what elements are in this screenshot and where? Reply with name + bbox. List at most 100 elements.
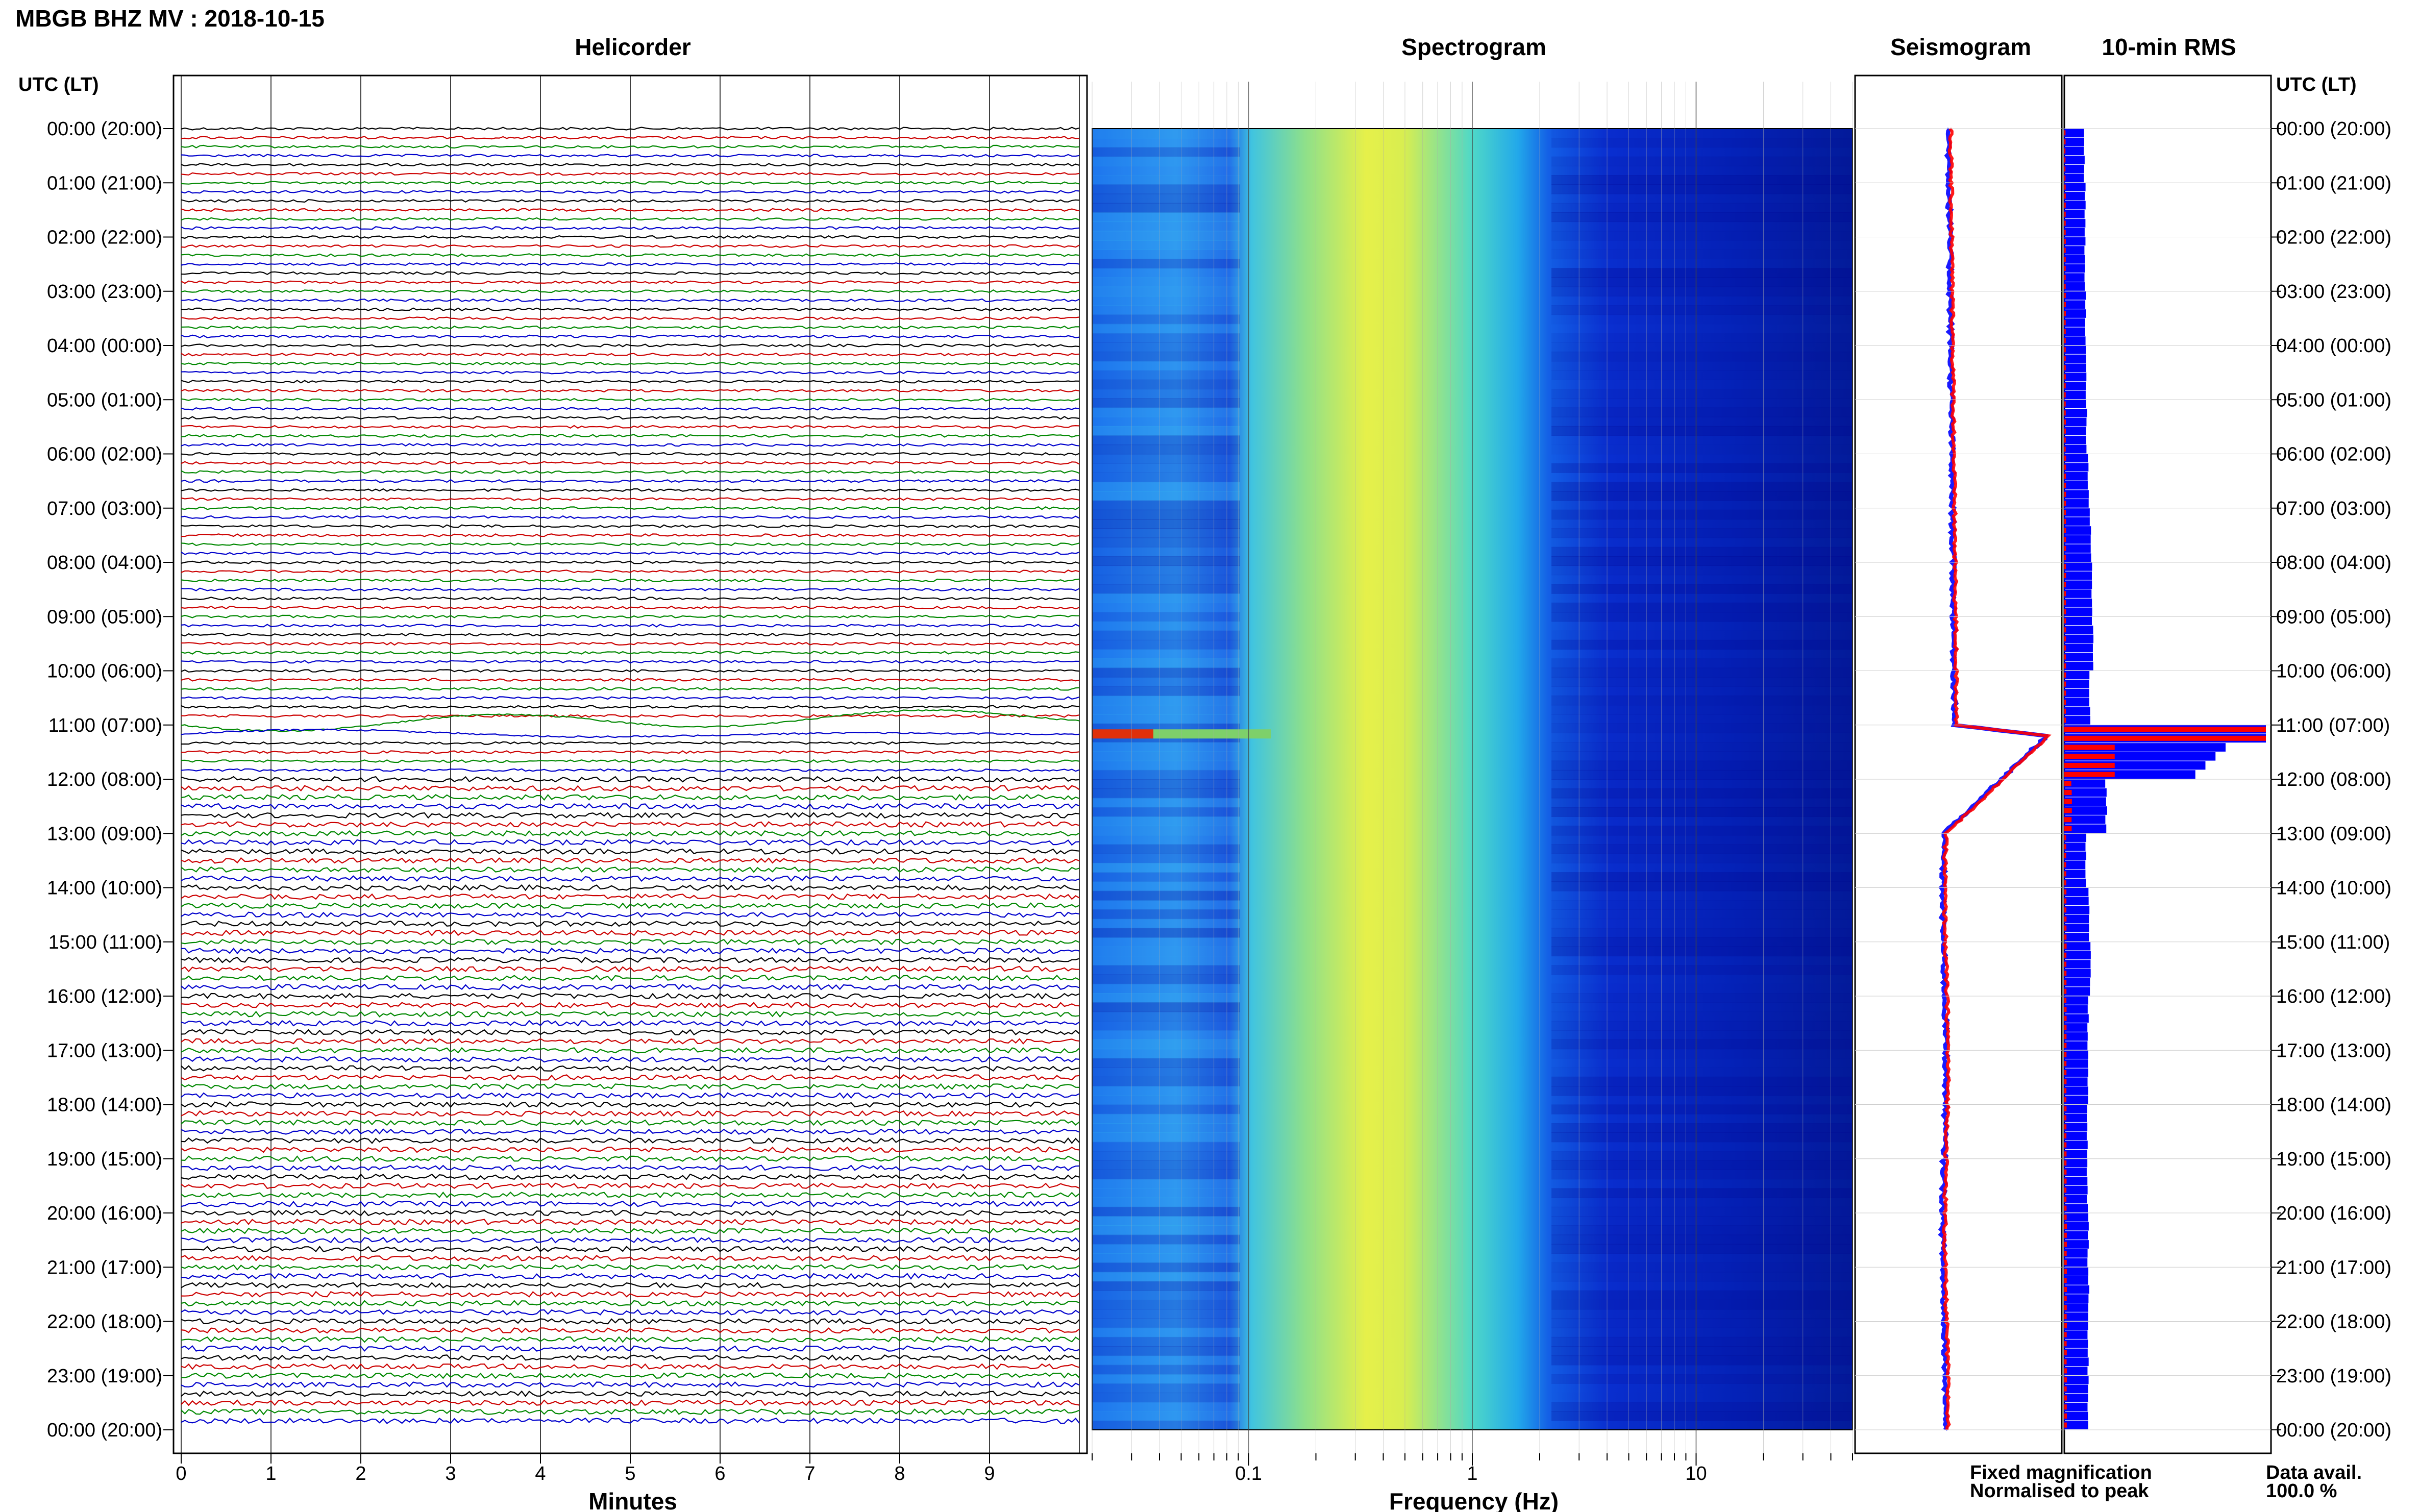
helicorder-trace (181, 560, 1080, 564)
helicorder-trace (181, 1209, 1080, 1217)
spectrogram-row-shade (1092, 305, 1240, 315)
spectrogram-row-shade (1092, 1300, 1240, 1310)
rms-normalised-bar (2064, 491, 2066, 497)
rms-normalised-bar (2064, 220, 2066, 226)
spectrogram-row-shade (1092, 983, 1240, 994)
time-labels-left: 00:00 (20:00) 01:00 (21:00) 02:00 (22:00) 0… (47, 118, 174, 1441)
spectrogram-row-shade (1551, 547, 1853, 557)
rms-normalised-bar (2064, 338, 2066, 343)
rms-normalised-bar (2064, 257, 2066, 262)
time-label-left: 18:00 (14:00) (47, 1095, 162, 1116)
spectrogram-row-shade (1092, 1244, 1240, 1254)
rms-normalised-bar (2064, 1205, 2067, 1211)
helicorder-trace (181, 488, 1080, 492)
helicorder-trace (181, 614, 1080, 618)
spectrogram-row-shade (1551, 426, 1853, 436)
time-label-right: 02:00 (22:00) (2276, 227, 2391, 249)
spectrogram-row-shade (1551, 1402, 1853, 1412)
rms-fixed-bar (2064, 1150, 2087, 1158)
seismogram-panel (1854, 75, 2063, 1454)
helicorder-trace (181, 1146, 1080, 1153)
spectrogram-row-shade (1092, 1086, 1240, 1096)
rms-fixed-bar (2064, 978, 2090, 987)
rms-fixed-bar (2064, 1168, 2087, 1177)
rms-normalised-bar (2064, 1395, 2067, 1401)
spectrogram-row-shade (1551, 1244, 1853, 1254)
spectrogram-row-shade (1092, 352, 1240, 362)
rms-normalised-bar (2064, 392, 2066, 398)
time-label-right: 15:00 (11:00) (2276, 932, 2390, 953)
spectrogram-row-shade (1551, 156, 1853, 166)
rms-normalised-bar (2064, 311, 2066, 316)
spectrogram-row-shade (1092, 463, 1240, 473)
helicorder-trace (181, 794, 1080, 801)
rms-normalised-bar (2064, 1368, 2067, 1374)
time-label-right: 10:00 (06:00) (2276, 661, 2391, 682)
rms-normalised-bar (2064, 1278, 2067, 1283)
rms-normalised-bar (2064, 1259, 2067, 1265)
spectrogram-row-shade (1092, 212, 1240, 222)
rms-normalised-bar (2064, 474, 2066, 479)
time-label-left: 08:00 (04:00) (47, 552, 162, 574)
spectrogram-ticks: 0.1 1 10 (1092, 1453, 1853, 1484)
spectrogram-row-shade (1092, 537, 1240, 548)
helicorder-trace (181, 479, 1080, 483)
spectrogram-row-shade (1092, 342, 1240, 353)
helicorder-tick-label: 4 (535, 1463, 546, 1484)
spectrogram-row-shade (1551, 500, 1853, 510)
helicorder-trace (181, 839, 1080, 846)
spectrogram-row-shade (1092, 1290, 1240, 1300)
rms-normalised-bar (2064, 1413, 2067, 1419)
time-axis-label-left: UTC (LT) (18, 74, 99, 95)
rms-normalised-bar (2064, 735, 2266, 741)
rms-fixed-bar (2064, 797, 2106, 806)
spectrogram-row-shade (1092, 147, 1240, 157)
spectrogram-row-shade (1092, 946, 1240, 957)
spectrogram-row-shade (1551, 1104, 1853, 1114)
helicorder-trace (181, 975, 1080, 982)
rms-normalised-bar (2064, 1332, 2067, 1337)
helicorder-trace (181, 208, 1080, 212)
spectrogram-row-shade (1551, 677, 1853, 687)
spectrogram-row-shade (1092, 547, 1240, 557)
rms-fixed-bar (2064, 1131, 2087, 1141)
spectrogram-row-shade (1092, 667, 1240, 678)
rms-normalised-bar (2064, 817, 2072, 823)
helicorder-trace (181, 144, 1080, 149)
rms-normalised-bar (2064, 437, 2066, 443)
rms-fixed-bar (2064, 164, 2084, 173)
rms-fixed-bar (2064, 1312, 2088, 1321)
rms-normalised-bar (2064, 1232, 2067, 1238)
rms-fixed-bar (2064, 824, 2107, 833)
spectrogram-row-shade (1551, 416, 1853, 427)
spectrogram-row-shade (1092, 314, 1240, 325)
spectrogram-row-shade (1092, 426, 1240, 436)
helicorder-trace (181, 938, 1080, 946)
helicorder-trace (181, 678, 1080, 682)
spectrogram-row-shade (1551, 1216, 1853, 1226)
time-label-left: 04:00 (00:00) (47, 335, 162, 357)
spectrogram-row-shade (1551, 770, 1853, 780)
spectrogram-row-shade (1092, 1262, 1240, 1273)
spectrogram-row-shade (1092, 500, 1240, 510)
time-label-right: 21:00 (17:00) (2276, 1257, 2391, 1278)
spectrogram-row-shade (1551, 1123, 1853, 1133)
rms-normalised-bar (2064, 1287, 2067, 1293)
helicorder-trace (181, 1074, 1080, 1081)
rms-fixed-bar (2064, 598, 2092, 607)
spectrogram-row-shade (1551, 565, 1853, 576)
spectrogram-row-shade (1092, 853, 1240, 863)
helicorder-trace (181, 506, 1080, 510)
spectrogram-row-shade (1551, 928, 1853, 938)
rms-fixed-bar (2064, 905, 2090, 914)
helicorder-trace (181, 497, 1080, 501)
helicorder-trace (181, 235, 1080, 239)
rms-normalised-bar (2064, 1052, 2067, 1057)
helicorder-tick-label: 9 (984, 1463, 995, 1484)
time-label-right: 19:00 (15:00) (2276, 1149, 2391, 1170)
helicorder-trace (181, 1182, 1080, 1189)
rms-fixed-bar (2064, 1041, 2088, 1050)
spectrogram-row-shade (1092, 742, 1240, 752)
spectrogram-row-shade (1551, 138, 1853, 148)
rms-normalised-bar (2064, 1178, 2067, 1184)
